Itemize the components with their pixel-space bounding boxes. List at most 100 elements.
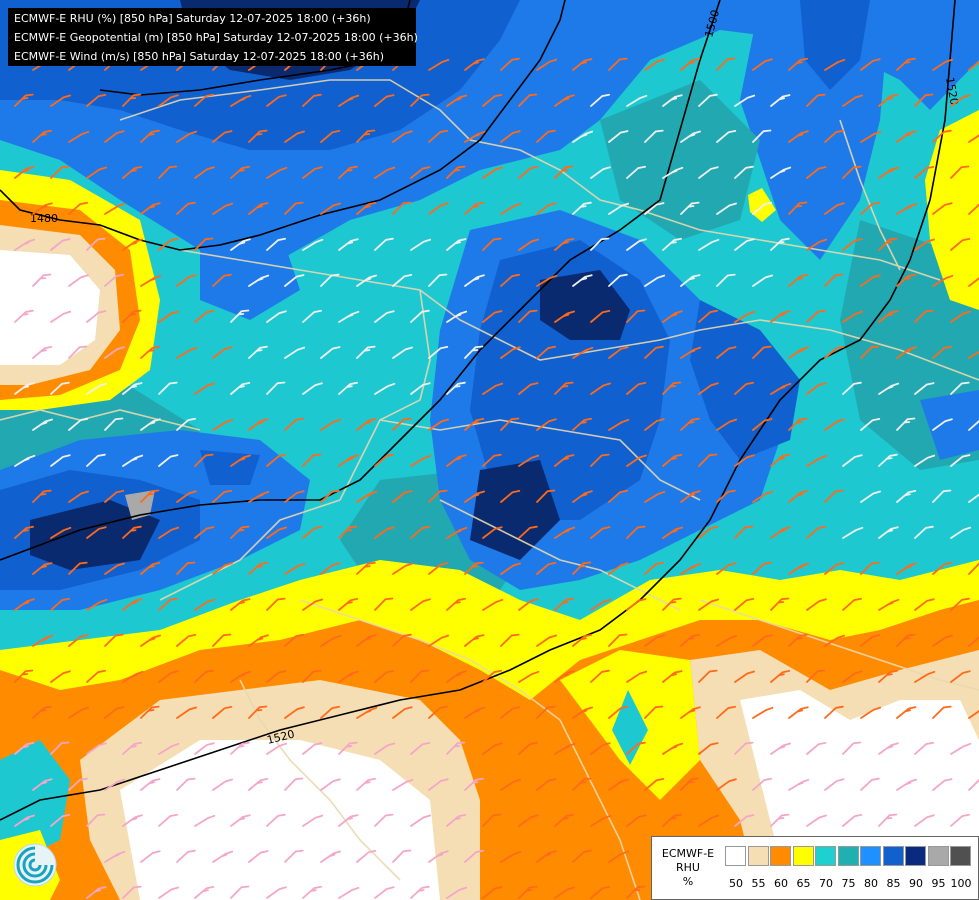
wind-barb-icon bbox=[248, 129, 268, 143]
blue-blob-west-1 bbox=[200, 230, 300, 320]
wind-barb-icon bbox=[806, 93, 826, 107]
wind-barb-icon bbox=[734, 741, 754, 755]
wind-barb-icon bbox=[770, 526, 791, 539]
wind-barb-icon bbox=[320, 130, 341, 143]
legend-title-model: ECMWF-E bbox=[661, 847, 715, 860]
wind-barb-icon bbox=[284, 346, 306, 359]
wind-barb-icon bbox=[824, 778, 845, 791]
wind-barb-icon bbox=[68, 130, 90, 143]
wind-barb-icon bbox=[446, 526, 468, 539]
wind-barb-icon bbox=[716, 273, 736, 287]
wind-barb-icon bbox=[608, 562, 629, 575]
wind-barb-icon bbox=[716, 130, 737, 143]
wind-barb-icon bbox=[122, 454, 144, 467]
wind-barb-icon bbox=[482, 310, 503, 323]
wind-barb-icon bbox=[68, 490, 89, 503]
wind-barb-icon bbox=[824, 634, 846, 647]
contour-1480 bbox=[0, 0, 566, 251]
wind-barb-icon bbox=[878, 598, 900, 611]
contour-label-1520-ne: 1520 bbox=[943, 76, 961, 106]
wind-barb-icon bbox=[932, 778, 953, 791]
wind-barb-icon bbox=[932, 202, 953, 215]
wind-barb-icon bbox=[230, 814, 251, 827]
wind-barb-icon bbox=[338, 94, 360, 107]
rhu-title: ECMWF-E RHU (%) [850 hPa] Saturday 12-07… bbox=[14, 12, 371, 25]
wind-barb-icon bbox=[392, 778, 414, 791]
wind-barb-icon bbox=[284, 201, 304, 215]
wind-barb-icon bbox=[770, 597, 790, 611]
wind-barb-icon bbox=[428, 202, 449, 215]
wind-barb-icon bbox=[158, 742, 180, 755]
wind-barb-icon bbox=[338, 454, 359, 467]
wind-barb-icon bbox=[842, 670, 863, 683]
wind-barb-icon bbox=[590, 382, 611, 395]
wind-barb-icon bbox=[968, 203, 979, 215]
wind-barb-icon bbox=[716, 778, 737, 791]
wind-barb-icon bbox=[536, 345, 556, 359]
wind-barb-icon bbox=[230, 670, 252, 683]
wind-barb-icon bbox=[770, 670, 791, 683]
wind-barb-icon bbox=[68, 345, 88, 359]
wind-barb-icon bbox=[878, 669, 898, 683]
wind-barb-icon bbox=[446, 238, 467, 251]
wind-barb-icon bbox=[284, 849, 304, 863]
wind-barb-icon bbox=[536, 634, 557, 647]
wind-barb-icon bbox=[824, 202, 845, 215]
wind-barb-icon bbox=[968, 419, 979, 431]
wind-barb-icon bbox=[284, 706, 305, 719]
wind-barb-icon bbox=[86, 166, 107, 179]
wind-barb-icon bbox=[518, 670, 540, 683]
wind-barb-icon bbox=[662, 597, 682, 611]
wind-barb-icon bbox=[212, 706, 233, 719]
wind-barb-icon bbox=[914, 814, 935, 827]
wind-barb-icon bbox=[158, 165, 178, 179]
wind-barb-icon bbox=[122, 93, 142, 107]
wind-barb-icon bbox=[14, 93, 34, 107]
wind-barb-icon bbox=[176, 274, 197, 287]
wind-barb-icon bbox=[266, 886, 287, 899]
wind-barb-icon bbox=[266, 597, 286, 611]
wind-barb-icon bbox=[104, 633, 124, 647]
wind-barb-icon bbox=[464, 130, 486, 143]
wind-barb-icon bbox=[104, 417, 124, 431]
wind-barb-icon bbox=[464, 849, 484, 863]
wind-barb-icon bbox=[950, 381, 970, 395]
wind-barb-icon bbox=[374, 597, 394, 611]
ne-yellow bbox=[925, 110, 979, 310]
wind-barb-icon bbox=[554, 526, 576, 539]
wind-barb-icon bbox=[410, 382, 431, 395]
wind-barb-icon bbox=[302, 885, 322, 899]
wind-barb-icon bbox=[176, 634, 197, 647]
wind-barb-icon bbox=[644, 345, 664, 359]
wind-barb-icon bbox=[644, 634, 665, 647]
wind-barb-icon bbox=[104, 130, 125, 143]
wind-barb-icon bbox=[752, 561, 772, 575]
wind-barb-icon bbox=[932, 634, 953, 647]
wind-barb-icon bbox=[590, 742, 611, 755]
wind-barb-icon bbox=[248, 778, 269, 791]
wind-barb-icon bbox=[392, 633, 412, 647]
wind-barb-icon bbox=[734, 814, 755, 827]
legend-swatch bbox=[950, 846, 971, 866]
wind-barb-icon bbox=[716, 346, 737, 359]
wind-barb-icon bbox=[806, 742, 827, 755]
wind-barb-icon bbox=[878, 382, 900, 395]
wind-barb-icon bbox=[104, 706, 125, 719]
wind-barb-icon bbox=[572, 849, 592, 863]
wind-barb-icon bbox=[158, 813, 178, 827]
wind-barb-icon bbox=[752, 345, 772, 359]
wind-barb-icon bbox=[194, 814, 216, 827]
wind-barb-icon bbox=[302, 453, 322, 467]
wind-barb-icon bbox=[284, 130, 305, 143]
wind-barb-icon bbox=[14, 382, 35, 395]
wind-barb-icon bbox=[878, 742, 899, 755]
wind-barb-icon bbox=[50, 526, 72, 539]
wind-barb-icon bbox=[536, 705, 556, 719]
wind-barb-icon bbox=[194, 382, 215, 395]
wind-barb-icon bbox=[32, 346, 53, 359]
wind-barb-icon bbox=[410, 669, 430, 683]
legend-swatch bbox=[927, 846, 949, 866]
wind-barb-icon bbox=[68, 706, 90, 719]
wind-barb-icon bbox=[626, 165, 646, 179]
wind-barb-icon bbox=[626, 238, 647, 251]
